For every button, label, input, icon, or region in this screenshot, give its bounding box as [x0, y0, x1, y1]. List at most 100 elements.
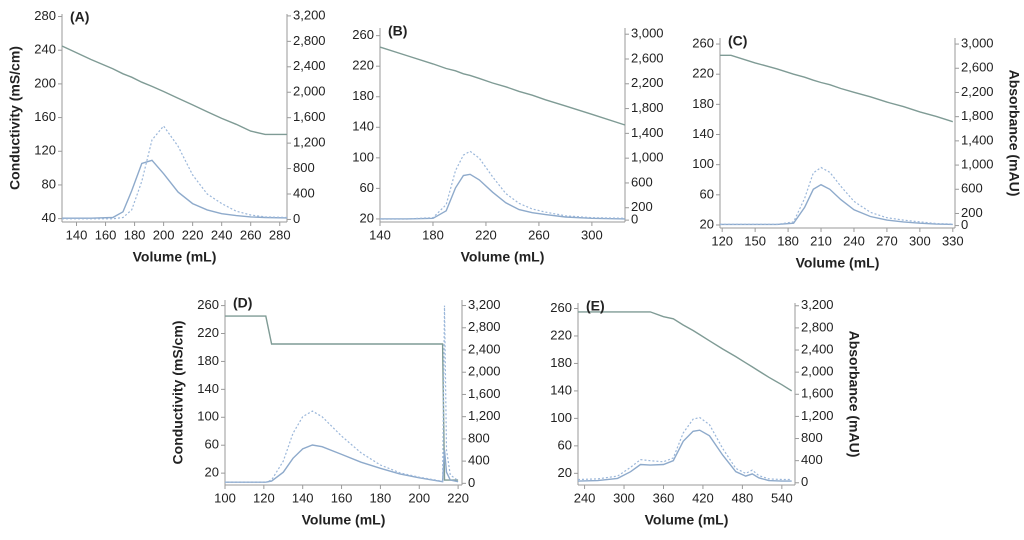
y-tick-label: 180 — [197, 353, 219, 368]
y2-tick-label: 2,200 — [961, 84, 994, 99]
y2-tick-label: 3,200 — [293, 7, 326, 22]
y-tick-label: 220 — [197, 325, 219, 340]
y2-tick-label: 1,400 — [961, 132, 994, 147]
y-tick-label: 120 — [34, 143, 56, 158]
panel: 100 120 140 160 180 200 220 20 60 100 140 180 220 260… — [170, 295, 501, 528]
x-tick-label: 140 — [369, 227, 391, 242]
y2-tick-label: 1,200 — [468, 408, 501, 423]
y-tick-label: 180 — [352, 88, 374, 103]
y2-tick-label: 2,000 — [801, 364, 834, 379]
data-line — [577, 416, 792, 481]
y-tick-label: 200 — [34, 75, 56, 90]
y2-tick-label: 2,800 — [468, 319, 501, 334]
x-tick-label: 180 — [124, 227, 146, 242]
x-tick-label: 300 — [581, 227, 603, 242]
x-tick-label: 420 — [692, 490, 714, 505]
panel-label: (E) — [586, 298, 605, 314]
y-tick-label: 260 — [352, 27, 374, 42]
x-tick-label: 300 — [909, 233, 931, 248]
data-line — [225, 444, 459, 483]
x-tick-label: 220 — [447, 490, 469, 505]
panel: 140 160 180 200 220 240 260 280 40 80 120 160 200 240… — [7, 7, 326, 264]
x-tick-label: 280 — [269, 227, 291, 242]
x-axis-label: Volume (mL) — [645, 512, 729, 528]
y2-tick-label: 3,200 — [468, 297, 501, 312]
y-tick-label: 280 — [34, 8, 56, 23]
y2-tick-label: 3,000 — [631, 26, 664, 41]
y2-tick-label: 400 — [293, 185, 315, 200]
y2-tick-label: 0 — [961, 217, 968, 232]
x-tick-label: 360 — [653, 490, 675, 505]
y2-tick-label: 0 — [293, 211, 300, 226]
y2-tick-label: 2,800 — [293, 33, 326, 48]
y2-axis-label: Absorbance (mAU) — [1006, 70, 1022, 197]
y2-tick-label: 1,800 — [961, 108, 994, 123]
data-line — [720, 183, 953, 226]
data-line — [61, 45, 287, 136]
y-tick-label: 20 — [360, 210, 374, 225]
y-tick-label: 60 — [205, 437, 219, 452]
y-tick-label: 100 — [550, 410, 572, 425]
x-tick-label: 200 — [153, 227, 175, 242]
data-line — [62, 125, 288, 220]
y-tick-label: 20 — [700, 216, 714, 231]
panel: 120 150 180 210 240 270 300 330 20 60 100 140 180 220… — [692, 33, 1022, 271]
y-tick-label: 60 — [700, 186, 714, 201]
x-tick-label: 270 — [876, 233, 898, 248]
data-line — [578, 311, 793, 392]
x-tick-label: 120 — [711, 233, 733, 248]
panel-label: (A) — [70, 9, 89, 25]
x-tick-label: 210 — [810, 233, 832, 248]
y2-tick-label: 1,000 — [631, 150, 664, 165]
y-tick-label: 140 — [550, 382, 572, 397]
y2-tick-label: 200 — [631, 199, 653, 214]
x-tick-label: 100 — [214, 490, 236, 505]
y2-tick-label: 2,000 — [293, 84, 326, 99]
x-tick-label: 140 — [66, 227, 88, 242]
y-tick-label: 260 — [197, 297, 219, 312]
y2-tick-label: 2,600 — [961, 60, 994, 75]
y2-tick-label: 2,000 — [468, 364, 501, 379]
y2-tick-label: 0 — [631, 212, 638, 227]
x-tick-label: 240 — [843, 233, 865, 248]
data-line — [225, 315, 459, 481]
x-tick-label: 220 — [475, 227, 497, 242]
y-tick-label: 220 — [550, 327, 572, 342]
x-tick-label: 160 — [95, 227, 117, 242]
y2-tick-label: 1,800 — [631, 100, 664, 115]
y-tick-label: 100 — [692, 156, 714, 171]
panel-label: (B) — [388, 23, 407, 39]
y-tick-label: 140 — [197, 381, 219, 396]
x-tick-label: 180 — [777, 233, 799, 248]
y2-tick-label: 600 — [961, 181, 983, 196]
x-tick-label: 260 — [528, 227, 550, 242]
y-tick-label: 160 — [34, 109, 56, 124]
x-tick-label: 540 — [771, 490, 793, 505]
x-axis-label: Volume (mL) — [302, 512, 386, 528]
y-tick-label: 220 — [692, 66, 714, 81]
y2-tick-label: 800 — [468, 430, 490, 445]
x-tick-label: 150 — [744, 233, 766, 248]
y2-tick-label: 1,000 — [961, 157, 994, 172]
y2-tick-label: 1,200 — [801, 408, 834, 423]
y-tick-label: 260 — [550, 300, 572, 315]
y2-tick-label: 2,600 — [631, 50, 664, 65]
y2-tick-label: 2,400 — [293, 58, 326, 73]
data-line — [577, 429, 792, 482]
y-tick-label: 180 — [692, 96, 714, 111]
y-axis-label: Conductivity (mS/cm) — [7, 46, 23, 190]
x-tick-label: 260 — [240, 227, 262, 242]
y2-tick-label: 1,200 — [293, 135, 326, 150]
y2-tick-label: 200 — [961, 205, 983, 220]
x-tick-label: 160 — [331, 490, 353, 505]
data-line — [380, 150, 626, 220]
panel: 240 300 360 420 480 540 20 60 100 140 180 220 260 0 40… — [550, 297, 862, 527]
data-line — [380, 173, 626, 220]
x-tick-label: 180 — [422, 227, 444, 242]
y-tick-label: 80 — [42, 176, 56, 191]
y2-tick-label: 0 — [468, 475, 475, 490]
y2-tick-label: 1,600 — [468, 386, 501, 401]
y2-tick-label: 600 — [631, 174, 653, 189]
